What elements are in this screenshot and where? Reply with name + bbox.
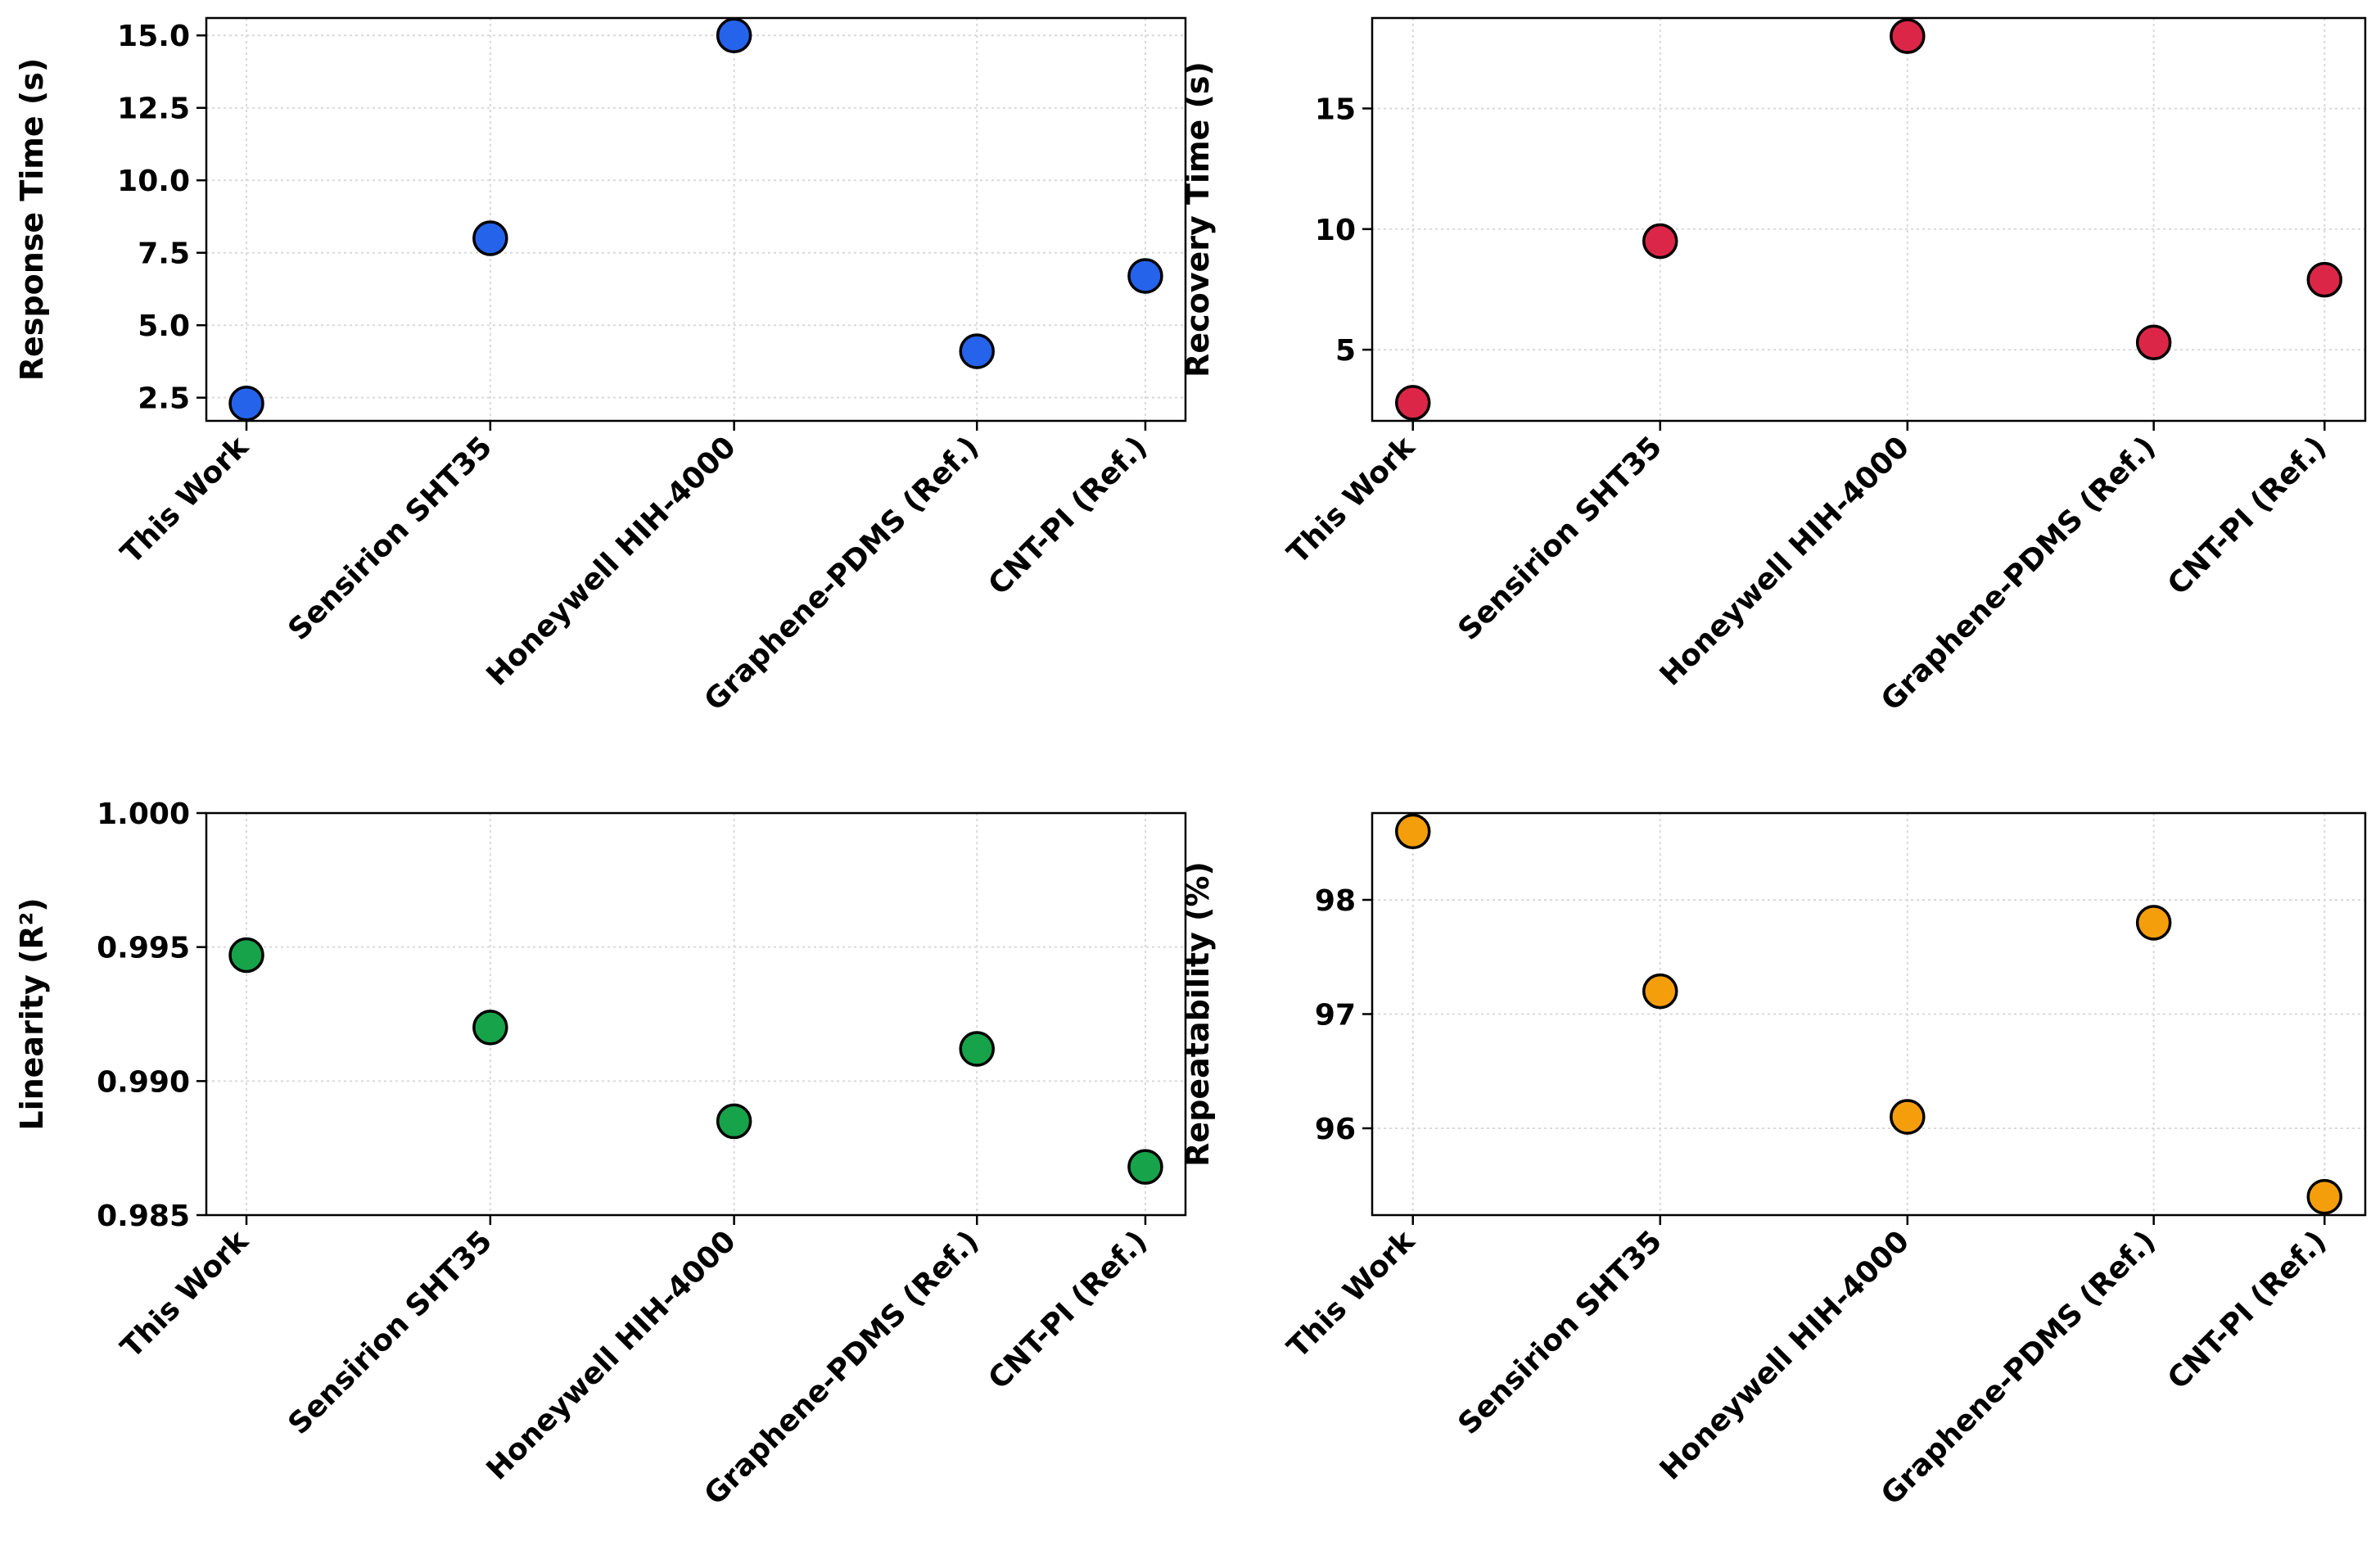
x-tick-label: Graphene-PDMS (Ref.) [698, 430, 986, 717]
data-point [472, 1010, 508, 1046]
data-point [716, 1103, 752, 1140]
y-axis-label: Repeatability (%) [1180, 861, 1216, 1167]
plot-frame [205, 811, 1187, 1217]
y-axis-label: Recovery Time (s) [1180, 61, 1216, 377]
x-tick-label: Honeywell HIH-4000 [1654, 1224, 1916, 1486]
x-tick-label: Sensirion SHT35 [1452, 430, 1669, 647]
data-point [1127, 258, 1163, 294]
x-tick-label: Graphene-PDMS (Ref.) [698, 1224, 986, 1512]
data-point [1642, 973, 1678, 1010]
chart-panel-1: 2.5 5.0 7.5 10.0 12.5 15.0 This Work Sensirion … [14, 16, 1187, 717]
data-point [1890, 18, 1926, 54]
data-point [716, 17, 752, 53]
data-point [2306, 1178, 2343, 1215]
data-point [2135, 324, 2172, 361]
x-tick-label: This Work [1281, 1224, 1422, 1365]
x-tick-label: Honeywell HIH-4000 [481, 1224, 743, 1486]
x-tick-label: Honeywell HIH-4000 [481, 430, 743, 692]
chart-panel-4: 96 97 98 This Work Sensirion SHT35Honeywell … [1180, 811, 2367, 1512]
x-tick-label: This Work [115, 430, 255, 571]
x-tick-label: This Work [1281, 430, 1422, 571]
data-point [1394, 813, 1431, 850]
data-point [959, 1031, 996, 1067]
data-point [2135, 905, 2172, 941]
x-tick-label: Graphene-PDMS (Ref.) [1875, 1224, 2162, 1512]
x-tick-label: Honeywell HIH-4000 [1654, 430, 1916, 692]
y-tick-label: 0.985 [97, 1200, 190, 1233]
x-tick-label: This Work [115, 1224, 255, 1365]
data-point [228, 386, 264, 422]
y-axis-label: Response Time (s) [14, 58, 50, 382]
data-point [228, 937, 264, 974]
data-point [2306, 261, 2343, 298]
y-tick-label: 10 [1315, 214, 1356, 247]
y-tick-label: 10.0 [117, 165, 190, 198]
plot-frame [205, 16, 1187, 423]
y-tick-label: 2.5 [138, 382, 190, 416]
data-point [1394, 385, 1431, 421]
data-point [472, 220, 508, 256]
y-tick-label: 98 [1315, 884, 1356, 918]
x-tick-label: CNT-PI (Ref.) [2161, 430, 2333, 602]
y-tick-label: 5.0 [138, 310, 190, 343]
y-axis-label: Linearity (R²) [14, 897, 50, 1130]
y-tick-label: 15.0 [117, 20, 190, 53]
x-tick-label: CNT-PI (Ref.) [982, 430, 1154, 602]
y-tick-label: 5 [1335, 334, 1356, 368]
x-tick-label: Graphene-PDMS (Ref.) [1875, 430, 2162, 717]
y-tick-label: 15 [1315, 93, 1356, 126]
y-tick-label: 0.990 [97, 1065, 190, 1099]
x-tick-label: CNT-PI (Ref.) [2161, 1224, 2333, 1396]
y-tick-label: 1.000 [97, 798, 190, 831]
data-point [959, 333, 996, 369]
y-tick-label: 97 [1315, 999, 1356, 1033]
y-tick-label: 12.5 [117, 93, 190, 126]
x-tick-label: CNT-PI (Ref.) [982, 1224, 1154, 1396]
y-tick-label: 7.5 [138, 237, 190, 271]
x-tick-label: Sensirion SHT35 [1452, 1224, 1669, 1441]
y-tick-label: 0.995 [97, 932, 190, 965]
data-point [1890, 1099, 1926, 1135]
chart-panel-3: 0.985 0.990 0.995 1.000 This Work Sensirion S… [14, 798, 1187, 1512]
x-tick-label: Sensirion SHT35 [282, 430, 499, 647]
y-tick-label: 96 [1315, 1113, 1356, 1146]
x-tick-label: Sensirion SHT35 [282, 1224, 499, 1441]
plot-frame [1371, 16, 2367, 423]
data-point [1127, 1149, 1163, 1185]
data-point [1642, 223, 1678, 260]
